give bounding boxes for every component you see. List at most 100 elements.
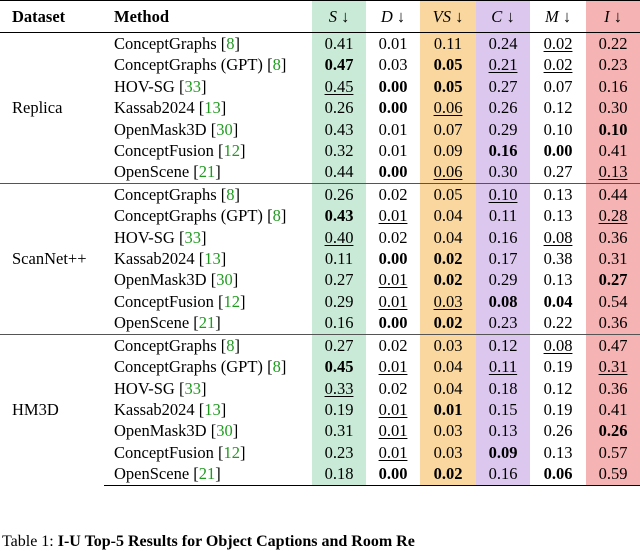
metric-value: 0.11 [433, 34, 463, 53]
citation-link[interactable]: 21 [198, 464, 216, 484]
metric-value: 0.18 [324, 464, 354, 484]
table-row: ConceptFusion [12] 0.32 0.01 0.09 0.16 0.00 0.… [0, 140, 640, 162]
method-cell: OpenScene [21] [114, 162, 221, 182]
citation-link[interactable]: 13 [204, 399, 221, 419]
citation-link[interactable]: 8 [226, 34, 235, 53]
metric-value: 0.02 [378, 335, 408, 355]
value-cell: 0.00 [366, 97, 420, 118]
value-cell: 0.01 [366, 442, 420, 463]
metric-header-vs: VS ↓ [420, 0, 476, 33]
method-cell: Kassab2024 [13] [114, 399, 227, 419]
value-cell: 0.41 [586, 398, 640, 421]
table-row: HOV-SG [33] 0.40 0.02 0.04 0.16 0.08 0.36 [0, 226, 640, 249]
metric-value: 0.24 [488, 34, 518, 53]
citation-link[interactable]: 33 [184, 76, 201, 96]
table-row: OpenMask3D [30] 0.43 0.01 0.07 0.29 0.10 0.10 [0, 118, 640, 141]
metric-value: 0.00 [378, 313, 408, 333]
metric-name: C [491, 7, 503, 26]
metric-value: 0.16 [488, 141, 518, 161]
metric-value: 0.26 [324, 98, 354, 118]
value-cell: 0.16 [476, 463, 530, 486]
table-row: OpenScene [21] 0.18 0.00 0.02 0.16 0.06 0.59 [0, 463, 640, 486]
metric-value: 0.03 [433, 291, 463, 311]
metric-header-d: D ↓ [366, 0, 420, 33]
metric-value: 0.17 [488, 249, 518, 269]
metric-value: 0.06 [433, 98, 463, 118]
metric-value: 0.47 [324, 55, 354, 75]
citation-link[interactable]: 8 [272, 55, 281, 75]
citation-link[interactable]: 12 [223, 291, 241, 311]
metric-value: 0.21 [488, 55, 518, 75]
method-name: OpenScene [114, 464, 190, 484]
value-cell: 0.22 [586, 32, 640, 55]
citation-link[interactable]: 21 [198, 313, 216, 333]
metric-value: 0.36 [598, 227, 628, 247]
value-cell: 0.29 [476, 118, 530, 141]
value-cell: 0.47 [312, 54, 366, 76]
citation-link[interactable]: 8 [226, 335, 235, 355]
metric-value: 0.27 [324, 270, 354, 290]
metric-value: 0.05 [433, 184, 463, 204]
metric-value: 0.03 [433, 442, 463, 462]
value-cell: 0.01 [366, 356, 420, 377]
value-cell: 0.45 [312, 356, 366, 378]
down-arrow-icon: ↓ [506, 7, 515, 26]
value-cell: 0.18 [476, 377, 530, 399]
value-cell: 0.08 [530, 333, 586, 357]
value-cell: 0.04 [420, 205, 476, 227]
metric-value: 0.41 [598, 399, 628, 419]
value-cell: 0.05 [420, 75, 476, 98]
metric-value: 0.40 [324, 227, 354, 247]
metric-value: 0.22 [598, 34, 628, 53]
method-name: ConceptGraphs (GPT) [114, 357, 263, 377]
value-cell: 0.57 [586, 441, 640, 464]
metric-value: 0.02 [543, 55, 573, 75]
citation-link[interactable]: 8 [272, 206, 281, 226]
citation-link[interactable]: 13 [204, 98, 221, 118]
method-name: HOV-SG [114, 378, 175, 398]
metric-value: 0.16 [488, 464, 518, 484]
table-row: HOV-SG [33] 0.45 0.00 0.05 0.27 0.07 0.16 [0, 75, 640, 98]
citation-link[interactable]: 8 [226, 184, 235, 204]
value-cell: 0.41 [586, 140, 640, 162]
citation-link[interactable]: 8 [272, 357, 281, 377]
metric-value: 0.41 [324, 34, 354, 53]
down-arrow-icon: ↓ [613, 7, 622, 26]
metric-value: 0.02 [433, 464, 463, 484]
citation-link[interactable]: 30 [216, 119, 233, 139]
metric-value: 0.44 [324, 162, 354, 182]
metric-value: 0.02 [433, 313, 463, 333]
table-row: OpenScene [21] 0.16 0.00 0.02 0.23 0.22 0.36 [0, 312, 640, 335]
citation-link[interactable]: 13 [204, 249, 221, 269]
metric-name: D [380, 7, 393, 26]
value-cell: 0.04 [530, 291, 586, 312]
method-cell: OpenMask3D [30] [114, 119, 239, 139]
citation-link[interactable]: 12 [223, 442, 241, 462]
metric-value: 0.03 [433, 335, 463, 355]
metric-value: 0.22 [543, 313, 573, 333]
metric-value: 0.19 [324, 399, 354, 419]
method-cell: ConceptGraphs (GPT) [8] [114, 206, 287, 226]
dataset-label: Replica [0, 32, 104, 184]
metric-value: 0.16 [324, 313, 354, 333]
value-cell: 0.26 [476, 97, 530, 119]
value-cell: 0.13 [586, 161, 640, 184]
value-cell: 0.06 [420, 161, 476, 184]
metric-value: 0.05 [433, 76, 463, 96]
citation-link[interactable]: 33 [184, 227, 201, 247]
value-cell: 0.06 [530, 463, 586, 486]
citation-link[interactable]: 30 [216, 270, 233, 290]
metric-value: 0.31 [324, 421, 354, 441]
value-cell: 0.03 [420, 290, 476, 313]
citation-link[interactable]: 21 [198, 162, 216, 182]
method-cell: ConceptFusion [12] [114, 141, 246, 161]
citation-link[interactable]: 30 [216, 421, 233, 441]
metric-value: 0.04 [433, 378, 463, 398]
metric-name: M [544, 7, 559, 26]
method-cell: HOV-SG [33] [114, 378, 207, 398]
citation-link[interactable]: 33 [184, 378, 201, 398]
metric-value: 0.00 [378, 98, 408, 118]
citation-link[interactable]: 12 [223, 141, 241, 161]
metric-value: 0.27 [598, 270, 628, 290]
value-cell: 0.32 [312, 140, 366, 162]
